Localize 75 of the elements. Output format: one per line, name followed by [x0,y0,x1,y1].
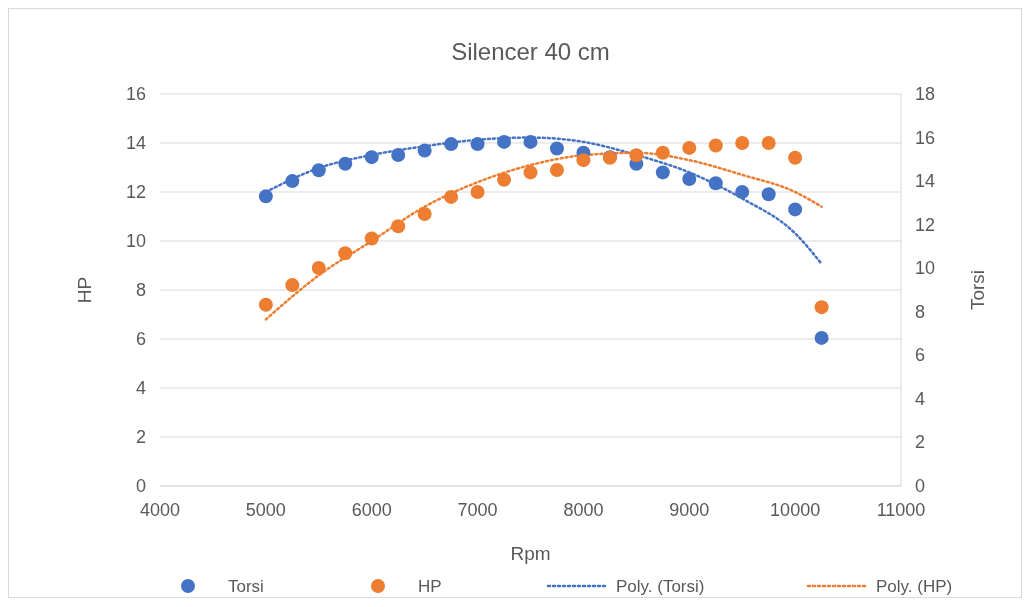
point [523,134,538,149]
y-tick-label: 16 [125,84,146,104]
y2-tick-label: 8 [915,301,926,322]
point [655,145,670,160]
point [285,174,300,189]
point [417,143,432,158]
point [391,147,406,162]
point [682,171,697,186]
y2-tick-label: 4 [915,388,926,409]
y-tick-label: 4 [135,378,146,398]
legend-label: Poly. (Torsi) [616,577,705,596]
point [788,150,803,165]
y2-tick-label: 16 [915,127,936,148]
x-tick-label: 5000 [245,500,286,520]
legend-label: Poly. (HP) [876,577,953,596]
y2-tick-label: 10 [915,258,936,279]
point [549,162,564,177]
point [497,172,512,187]
y-tick-label: 14 [125,133,146,153]
y-tick-label: 8 [135,280,146,300]
point [761,187,776,202]
point [391,219,406,234]
x-tick-label: 6000 [351,500,392,520]
y-tick-label: 12 [125,182,146,202]
x-tick-label: 4000 [139,500,181,520]
x-tick-label: 10000 [770,500,821,520]
y-axis-title: HP [74,276,95,304]
point [523,165,538,180]
point [258,189,273,204]
point [470,185,485,199]
x-tick-label: 7000 [457,500,498,520]
chart-title: Silencer 40 cm [451,38,610,65]
y2-tick-label: 2 [915,432,926,453]
point [364,231,379,246]
point [470,137,485,152]
point [682,140,697,155]
y2-axis-title: Torsi [967,269,988,311]
point [708,176,723,191]
point [311,163,326,178]
point [364,150,379,165]
y-tick-label: 10 [125,231,146,251]
point [788,202,803,217]
y2-tick-label: 12 [915,214,936,235]
point [576,153,591,168]
y2-tick-label: 14 [915,171,936,192]
point [444,189,459,204]
x-tick-label: 9000 [669,500,710,520]
point [285,278,300,293]
y-tick-label: 6 [135,329,146,349]
x-tick-label: 8000 [563,500,604,520]
point [708,138,723,153]
point [497,134,512,149]
legend-label: HP [418,577,442,596]
point [338,156,353,171]
point [258,297,273,312]
point [629,148,644,163]
point [814,300,829,315]
point [549,141,564,156]
point [444,137,459,152]
x-axis-title: Rpm [510,543,551,564]
x-tick-label: 11000 [876,500,926,520]
legend-label: Torsi [228,577,264,596]
y2-tick-label: 0 [915,476,926,496]
y-tick-label: 0 [135,476,146,496]
point [655,165,670,180]
point [417,207,432,222]
point [735,185,750,199]
point [761,136,776,150]
point [735,136,750,150]
point [311,260,326,275]
point [814,330,829,345]
y2-tick-label: 6 [915,345,926,366]
point [338,246,353,261]
y2-tick-label: 18 [915,84,936,104]
y-tick-label: 2 [135,427,146,447]
